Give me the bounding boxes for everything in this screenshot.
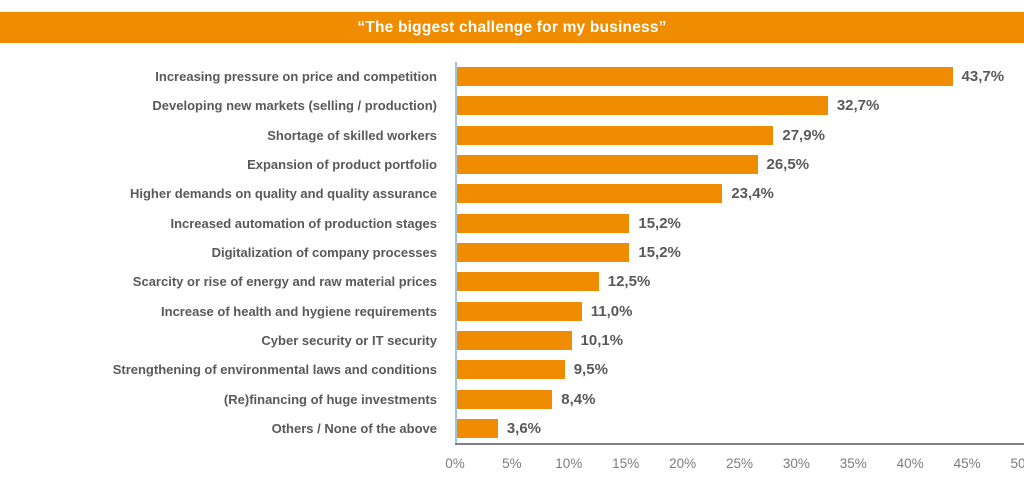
x-axis-tick-label: 10% bbox=[555, 456, 583, 471]
x-axis-tick-label: 30% bbox=[782, 456, 810, 471]
bar bbox=[457, 330, 572, 350]
bar-track: 12,5% bbox=[455, 267, 1024, 297]
value-label: 8,4% bbox=[561, 390, 596, 408]
bar-track: 43,7% bbox=[455, 62, 1024, 92]
bar-row: Increased automation of production stage… bbox=[0, 208, 1024, 238]
bar-track: 15,2% bbox=[455, 208, 1024, 238]
x-axis-tick-label: 35% bbox=[839, 456, 867, 471]
value-label: 43,7% bbox=[961, 68, 1005, 86]
category-label: Strengthening of environmental laws and … bbox=[112, 362, 437, 378]
bar-track: 10,1% bbox=[455, 325, 1024, 356]
value-label: 11,0% bbox=[590, 302, 633, 320]
x-axis-tick-label: 5% bbox=[502, 456, 522, 471]
x-axis-tick-label: 20% bbox=[669, 456, 697, 471]
category-label: Expansion of product portfolio bbox=[247, 157, 437, 173]
bar-row: Increase of health and hygiene requireme… bbox=[0, 296, 1024, 326]
bar-row: Increasing pressure on price and competi… bbox=[0, 62, 1024, 92]
bar-row: Shortage of skilled workers 27,9% bbox=[0, 120, 1024, 150]
value-label: 26,5% bbox=[766, 156, 810, 174]
bar-track: 9,5% bbox=[455, 355, 1024, 385]
bar-row: Higher demands on quality and quality as… bbox=[0, 179, 1024, 209]
category-label: Cyber security or IT security bbox=[261, 332, 437, 348]
value-label: 3,6% bbox=[506, 419, 542, 437]
bar bbox=[457, 213, 630, 233]
x-axis-tick-label: 0% bbox=[445, 456, 465, 471]
bar-row: Scarcity or rise of energy and raw mater… bbox=[0, 267, 1024, 297]
bar bbox=[457, 418, 498, 438]
x-axis-tick-label: 40% bbox=[896, 456, 924, 471]
bar bbox=[457, 360, 565, 380]
x-axis-tick-label: 45% bbox=[953, 456, 981, 471]
bar-row: Cyber security or IT security 10,1% bbox=[0, 325, 1024, 356]
value-label: 15,2% bbox=[638, 244, 681, 262]
bar-track: 11,0% bbox=[455, 296, 1024, 326]
bar bbox=[457, 155, 758, 175]
value-label: 23,4% bbox=[731, 185, 774, 203]
bar-track: 3,6% bbox=[455, 413, 1024, 444]
bar-track: 26,5% bbox=[455, 149, 1024, 180]
bar bbox=[457, 67, 953, 87]
category-label: Shortage of skilled workers bbox=[267, 127, 437, 143]
category-label: Digitalization of company processes bbox=[211, 245, 437, 261]
category-label: Higher demands on quality and quality as… bbox=[129, 186, 437, 202]
bar bbox=[457, 184, 723, 204]
bar bbox=[457, 125, 774, 145]
value-label: 9,5% bbox=[573, 361, 608, 379]
bar-chart: Increasing pressure on price and competi… bbox=[0, 62, 1024, 444]
bar-row: Expansion of product portfolio 26,5% bbox=[0, 149, 1024, 180]
bar-track: 15,2% bbox=[455, 237, 1024, 268]
bar-row: Developing new markets (selling / produc… bbox=[0, 91, 1024, 121]
x-axis-tick-label: 25% bbox=[725, 456, 754, 471]
chart-title: “The biggest challenge for my business” bbox=[357, 18, 667, 36]
value-label: 15,2% bbox=[638, 214, 681, 232]
category-label: (Re)financing of huge investments bbox=[223, 391, 437, 407]
bar-track: 8,4% bbox=[455, 384, 1024, 414]
value-label: 10,1% bbox=[580, 331, 624, 349]
category-label: Scarcity or rise of energy and raw mater… bbox=[132, 274, 437, 290]
value-label: 27,9% bbox=[782, 126, 825, 144]
value-label: 32,7% bbox=[836, 97, 880, 115]
category-label: Developing new markets (selling / produc… bbox=[152, 98, 437, 114]
category-label: Increasing pressure on price and competi… bbox=[155, 69, 437, 85]
category-label: Increase of health and hygiene requireme… bbox=[161, 303, 437, 319]
category-label: Others / None of the above bbox=[271, 420, 437, 436]
bar bbox=[457, 389, 553, 409]
bar bbox=[457, 301, 582, 321]
bar-track: 32,7% bbox=[455, 91, 1024, 121]
bar-track: 23,4% bbox=[455, 179, 1024, 209]
bar-track: 27,9% bbox=[455, 120, 1024, 150]
title-banner: “The biggest challenge for my business” bbox=[0, 12, 1024, 43]
x-axis-tick-label: 15% bbox=[612, 456, 640, 471]
value-label: 12,5% bbox=[607, 273, 651, 291]
x-axis-tick-label: 50% bbox=[1010, 456, 1024, 471]
bar bbox=[457, 96, 828, 116]
bar-row: (Re)financing of huge investments 8,4% bbox=[0, 384, 1024, 414]
bar-row: Digitalization of company processes 15,2% bbox=[0, 237, 1024, 268]
bar bbox=[457, 243, 630, 263]
bar-row: Strengthening of environmental laws and … bbox=[0, 355, 1024, 385]
x-axis: 0% 5% 10% 15% 20% 25% 30% 35% 40% 45% 50% bbox=[445, 443, 1024, 475]
bar-row: Others / None of the above 3,6% bbox=[0, 413, 1024, 444]
bar bbox=[457, 272, 599, 292]
category-label: Increased automation of production stage… bbox=[170, 215, 437, 231]
